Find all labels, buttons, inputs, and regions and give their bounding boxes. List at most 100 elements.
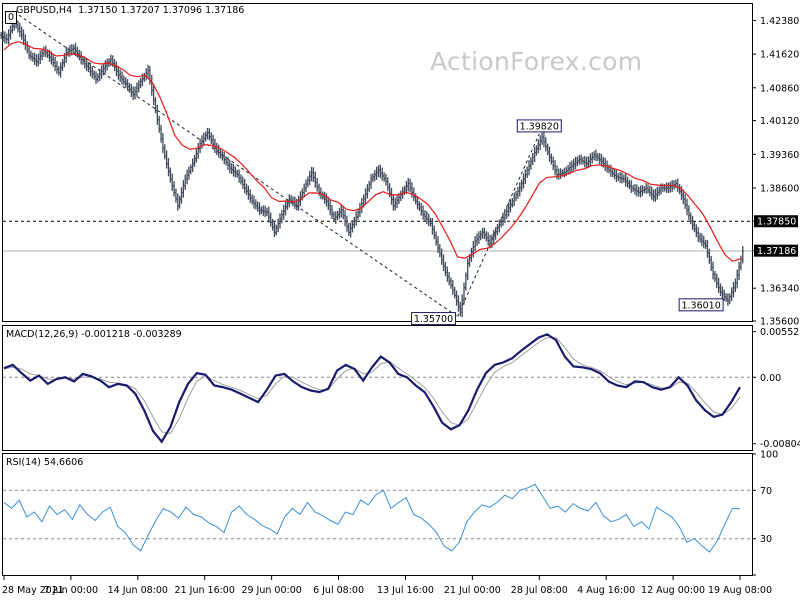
price-bar <box>165 150 169 169</box>
macd-pane-frame <box>2 325 753 451</box>
price-bar <box>88 62 92 77</box>
price-bar <box>724 293 728 302</box>
price-bar <box>375 166 379 180</box>
price-bar <box>315 177 319 192</box>
annotation-label: 1.36010 <box>681 300 720 311</box>
macd-axis-label: 0.00552 <box>760 327 799 338</box>
price-bar <box>527 160 531 176</box>
price-bar <box>711 261 715 280</box>
price-bar <box>51 54 55 68</box>
price-bar <box>581 156 585 165</box>
price-bar <box>520 179 524 192</box>
macd-axis-label: -0.00804 <box>760 439 800 450</box>
macd-line <box>3 333 741 444</box>
price-bar <box>705 239 709 258</box>
price-bar <box>611 167 615 178</box>
price-bar <box>94 71 98 85</box>
price-bar <box>261 205 265 217</box>
price-bar <box>163 144 167 160</box>
price-bar <box>274 224 278 236</box>
price-bar <box>152 85 156 106</box>
price-bar <box>626 176 630 188</box>
price-header: GBPUSD,H4 1.37150 1.37207 1.37096 1.3718… <box>16 5 245 16</box>
price-bar <box>495 224 499 236</box>
price-bar <box>92 70 96 80</box>
price-bar <box>196 142 200 159</box>
price-bar <box>20 26 24 40</box>
price-bar <box>455 290 459 306</box>
price-bar <box>254 199 258 210</box>
price-bar <box>139 77 143 89</box>
price-bar <box>31 52 35 62</box>
price-bar <box>540 132 544 145</box>
price-bar <box>150 74 154 96</box>
price-bar <box>549 153 553 165</box>
price-bar <box>533 146 537 162</box>
price-bar <box>698 232 702 243</box>
price-bar <box>399 190 403 202</box>
price-bar <box>120 71 124 85</box>
price-bar <box>241 176 245 189</box>
price-bar <box>691 215 695 230</box>
price-bar <box>575 156 579 167</box>
price-bar <box>406 177 410 192</box>
price-bar <box>157 115 161 133</box>
price-bar <box>323 191 327 204</box>
price-bar <box>443 262 447 276</box>
price-bar <box>135 82 139 97</box>
trend-line-1 <box>457 133 540 317</box>
price-bar <box>624 173 628 187</box>
price-axis-label: 1.38600 <box>760 183 799 194</box>
price-bar <box>696 227 700 242</box>
price-bar <box>267 206 271 223</box>
price-bar <box>142 72 146 82</box>
price-bar <box>311 167 315 183</box>
price-bar <box>105 58 109 71</box>
price-bar <box>419 203 423 216</box>
price-bar <box>694 224 698 238</box>
price-bar <box>96 73 100 83</box>
price-bar <box>202 132 206 146</box>
price-bar <box>728 293 732 305</box>
price-axis-highlight <box>754 244 798 257</box>
price-bar <box>228 159 232 174</box>
time-axis-label: 19 Aug 08:00 <box>708 585 772 596</box>
price-bar <box>598 153 602 165</box>
price-bar <box>436 236 440 253</box>
price-bar <box>653 189 657 202</box>
price-bar <box>178 195 182 209</box>
price-bar <box>603 157 607 171</box>
price-axis-highlight <box>754 215 798 228</box>
price-bar <box>256 201 260 212</box>
price-bar <box>358 202 362 218</box>
price-bar <box>3 31 7 44</box>
price-bar <box>127 82 131 93</box>
price-bar <box>237 169 241 183</box>
macd-axis-label: 0.00 <box>760 373 781 384</box>
price-bar <box>272 221 276 238</box>
time-axis-label: 6 Jul 08:00 <box>313 585 364 596</box>
price-bar <box>538 135 542 150</box>
price-bar <box>423 210 427 221</box>
rsi-header: RSI(14) 54.6606 <box>6 457 84 468</box>
price-axis-label: 1.40120 <box>760 116 799 127</box>
macd-pane <box>3 333 752 444</box>
price-bar <box>55 61 59 74</box>
price-bar <box>479 230 483 241</box>
price-bar <box>618 171 622 183</box>
price-bar <box>304 179 308 193</box>
price-bar <box>18 22 22 37</box>
price-bar <box>252 195 256 209</box>
price-bar <box>310 166 314 182</box>
price-bar <box>354 211 358 226</box>
price-bar <box>159 124 163 143</box>
price-bar <box>501 212 505 226</box>
price-bar <box>258 202 262 216</box>
main-pane-frame <box>2 3 753 322</box>
price-bar <box>85 58 89 72</box>
price-bar <box>726 293 730 306</box>
price-bar <box>588 153 592 167</box>
price-bar <box>553 160 557 176</box>
price-bar <box>429 217 433 227</box>
price-bar <box>38 50 42 65</box>
